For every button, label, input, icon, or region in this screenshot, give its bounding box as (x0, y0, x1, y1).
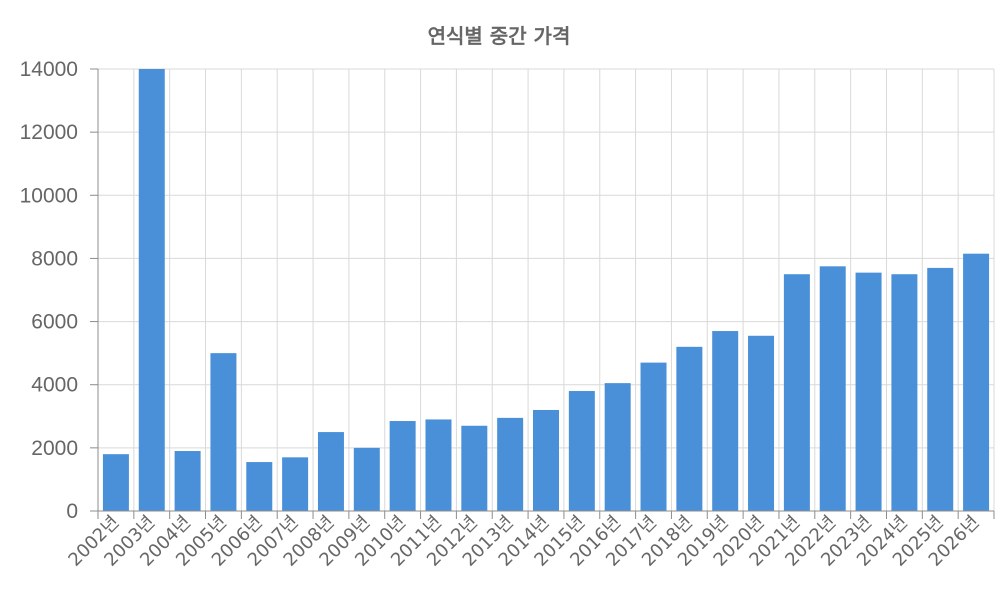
y-tick-label: 10000 (20, 184, 78, 207)
bar (461, 425, 488, 511)
bar (927, 267, 954, 511)
bar (676, 346, 703, 511)
bar (353, 447, 380, 511)
y-tick-label: 12000 (20, 121, 78, 144)
bar (963, 253, 990, 511)
bar (210, 353, 237, 511)
y-tick-label: 6000 (31, 311, 78, 334)
bar (497, 417, 524, 511)
bar (102, 454, 129, 511)
bar (604, 383, 631, 511)
bar (891, 274, 918, 511)
bar (317, 432, 344, 511)
bar (568, 391, 595, 511)
bar (425, 419, 452, 511)
bar (783, 274, 810, 511)
y-tick-label: 0 (66, 500, 78, 523)
bar (282, 457, 309, 511)
bar (138, 69, 165, 511)
y-tick-label: 4000 (31, 374, 78, 397)
bar (389, 421, 416, 511)
axes (90, 68, 995, 519)
grid (98, 68, 995, 511)
y-tick-label: 14000 (20, 58, 78, 81)
y-tick-label: 8000 (31, 247, 78, 270)
bar (748, 335, 775, 511)
y-axis-tick-labels: 0 2000 4000 6000 8000 10000 12000 14000 (20, 58, 78, 523)
bar (174, 451, 201, 511)
bar (819, 266, 846, 511)
bar (640, 362, 667, 511)
bars (102, 69, 990, 511)
bar (533, 409, 559, 511)
bar (712, 331, 739, 511)
x-axis-tick-labels: 2002년2003년2004년2005년2006년2007년2008년2009년… (65, 512, 984, 571)
y-tick-label: 2000 (31, 437, 78, 460)
bar (855, 272, 882, 511)
bar (246, 462, 273, 511)
chart-title: 연식별 중간 가격 (428, 24, 571, 48)
